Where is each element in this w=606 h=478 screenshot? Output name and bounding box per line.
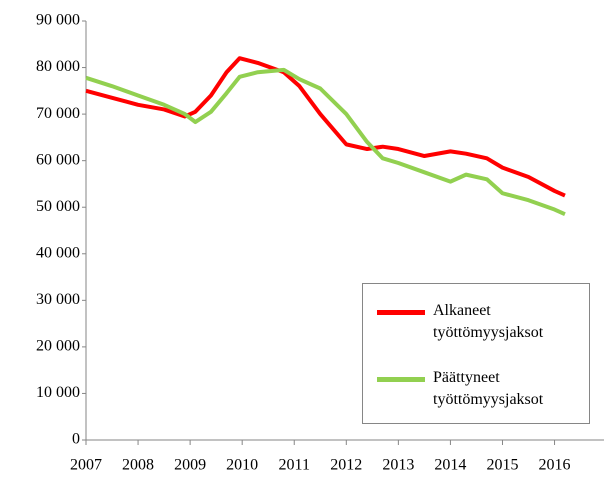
x-tick-label: 2012 [330,457,362,474]
y-tick-label: 70 000 [36,105,80,122]
legend-item: Päättyneet työttömyysjaksot [363,367,583,411]
legend-label: Päättyneet työttömyysjaksot [433,369,544,408]
x-tick-label: 2008 [122,457,154,474]
x-tick-label: 2016 [539,457,571,474]
y-tick-label: 40 000 [36,244,80,261]
x-tick-label: 2011 [279,457,310,474]
y-tick-label: 30 000 [36,291,80,308]
y-tick-label: 20 000 [36,338,80,355]
legend-label: Alkaneet työttömyysjaksot [433,302,544,341]
legend-swatch [377,377,425,382]
y-tick-label: 90 000 [36,12,80,29]
x-tick-label: 2009 [174,457,206,474]
legend-swatch [377,310,425,315]
y-tick-label: 50 000 [36,198,80,215]
y-tick-label: 60 000 [36,151,80,168]
x-tick-label: 2010 [226,457,258,474]
x-tick-label: 2015 [486,457,518,474]
series-line [85,67,566,217]
x-tick-label: 2014 [434,457,466,474]
legend-item: Alkaneet työttömyysjaksot [363,300,583,344]
y-tick-label: 0 [72,431,80,448]
legend: Alkaneet työttömyysjaksot Päättyneet työt… [362,283,590,424]
y-tick-label: 10 000 [36,384,80,401]
x-tick-label: 2007 [70,457,102,474]
y-tick-label: 80 000 [36,58,80,75]
x-tick-label: 2013 [382,457,414,474]
series-line [85,56,566,198]
